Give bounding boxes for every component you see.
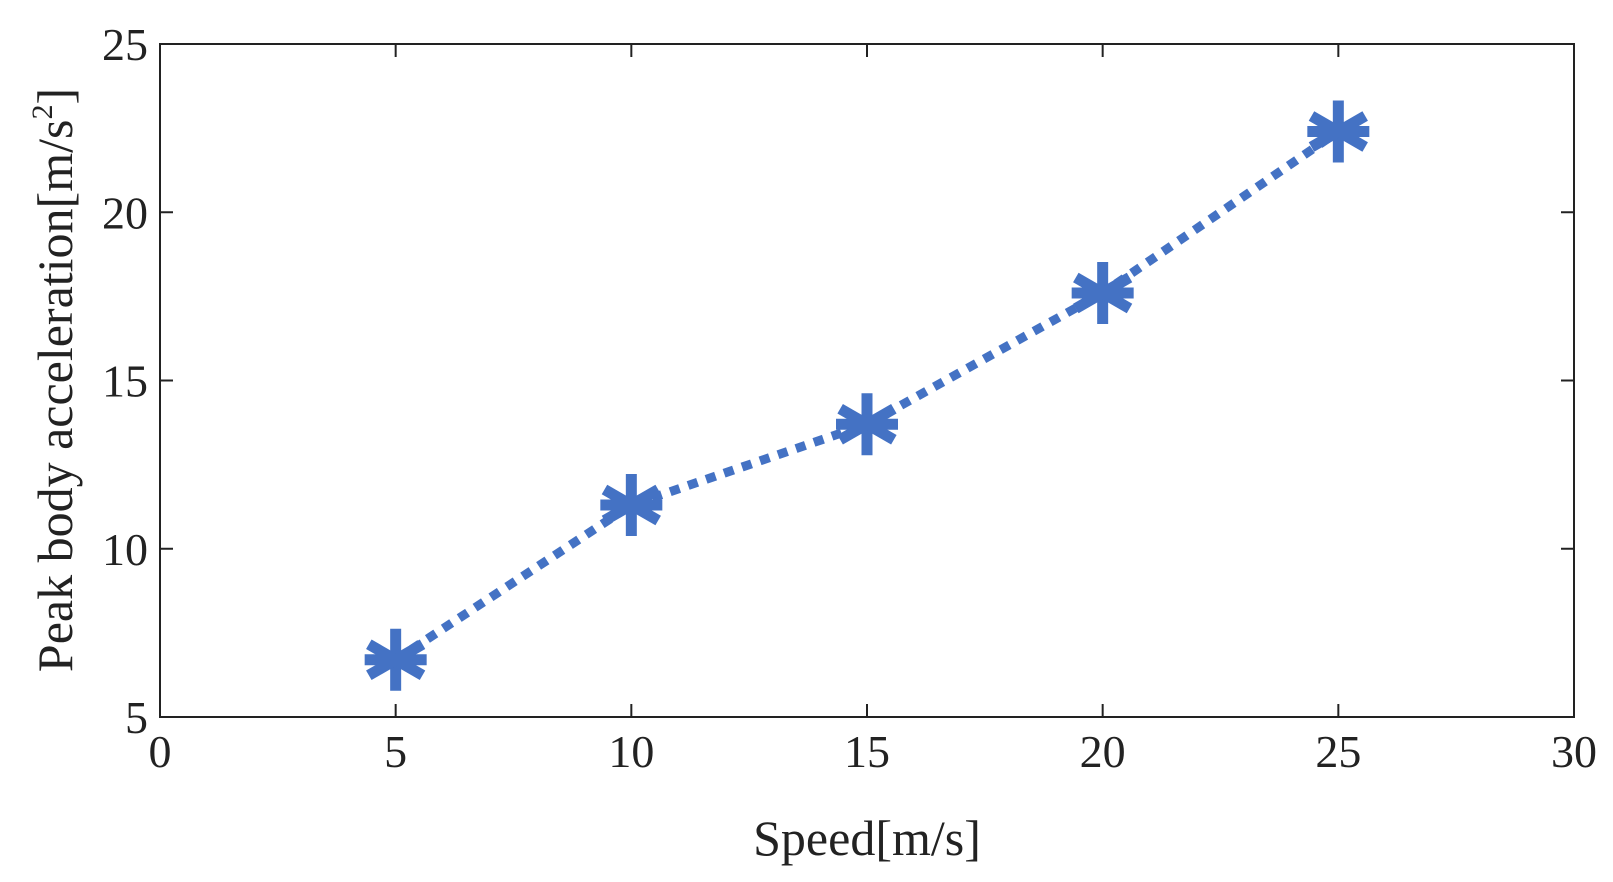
x-tick-label: 20: [1080, 726, 1126, 777]
x-tick-label: 15: [844, 726, 890, 777]
data-point-marker: [1307, 100, 1370, 163]
x-tick-label: 25: [1315, 726, 1361, 777]
y-axis-title: Peak body acceleration[m/s2]: [26, 88, 83, 672]
plot-frame: [159, 43, 1575, 718]
x-tick-label: 5: [384, 726, 407, 777]
y-tick-label: 20: [102, 187, 148, 238]
data-point-marker: [1071, 262, 1134, 325]
data-point-marker: [836, 393, 898, 456]
series-line: [393, 127, 1341, 664]
y-axis-title-superscript: 2: [26, 105, 59, 120]
x-axis-ticks: 0 5 10 15 20 25 30: [149, 44, 1597, 777]
x-axis-title: Speed[m/s]: [753, 810, 981, 866]
x-tick-label: 10: [608, 726, 654, 777]
y-axis-title-suffix: ]: [27, 88, 83, 105]
series-layer: [364, 100, 1370, 691]
y-tick-label: 5: [125, 692, 148, 743]
y-tick-label: 15: [102, 356, 148, 407]
y-axis-ticks: 5 10 15 20 25: [102, 19, 1574, 743]
x-tick-label: 30: [1551, 726, 1597, 777]
y-axis-title-main: Peak body acceleration[m/s: [27, 120, 83, 673]
data-point-marker: [364, 628, 427, 691]
data-point-marker: [600, 474, 663, 537]
y-tick-label: 25: [102, 19, 148, 70]
y-tick-label: 10: [102, 524, 148, 575]
x-tick-label: 0: [149, 726, 172, 777]
